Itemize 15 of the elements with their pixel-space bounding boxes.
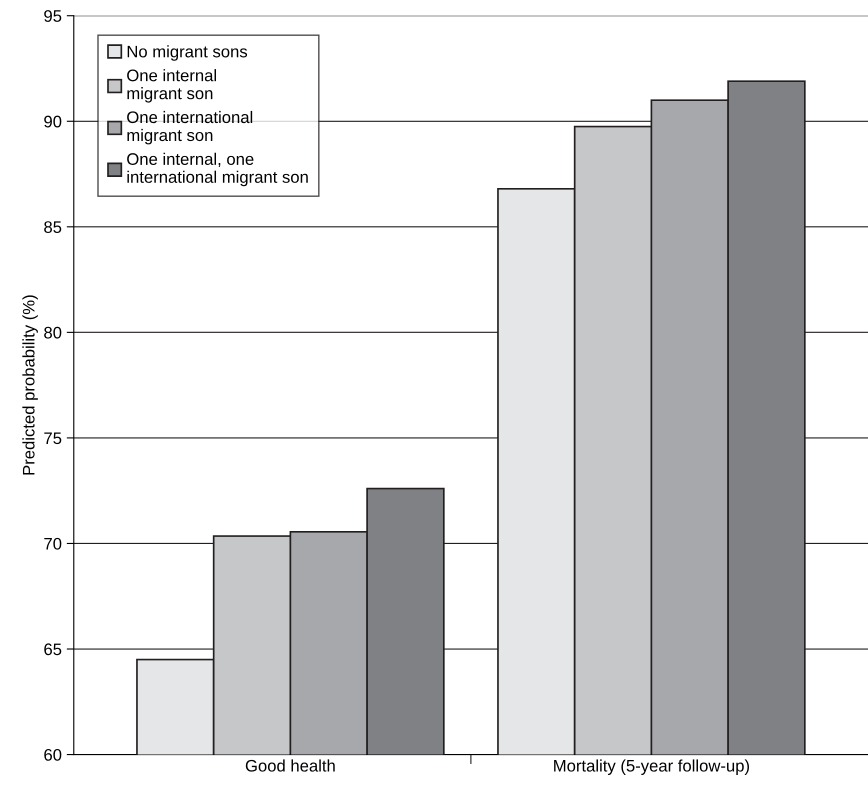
y-tick-label: 60 — [44, 748, 62, 761]
legend-label: No migrant sons — [128, 45, 248, 61]
y-tick-label: 65 — [44, 643, 62, 656]
x-tick-label: Good health — [246, 759, 335, 772]
y-tick-label: 70 — [44, 538, 62, 550]
y-axis-title: Predicted probability (%) — [22, 295, 38, 475]
x-tick-label: Mortality (5-year follow-up) — [554, 759, 750, 775]
legend-label: One internal migrant son — [127, 69, 216, 103]
y-tick-label: 85 — [44, 221, 62, 234]
y-tick-label: 90 — [44, 116, 62, 128]
y-tick-label: 75 — [44, 432, 62, 444]
y-tick-label: 80 — [44, 326, 62, 339]
y-tick-label: 95 — [44, 10, 62, 22]
legend-label: One international migrant son — [127, 110, 252, 144]
legend-label: One internal, one international migrant son — [127, 152, 308, 186]
